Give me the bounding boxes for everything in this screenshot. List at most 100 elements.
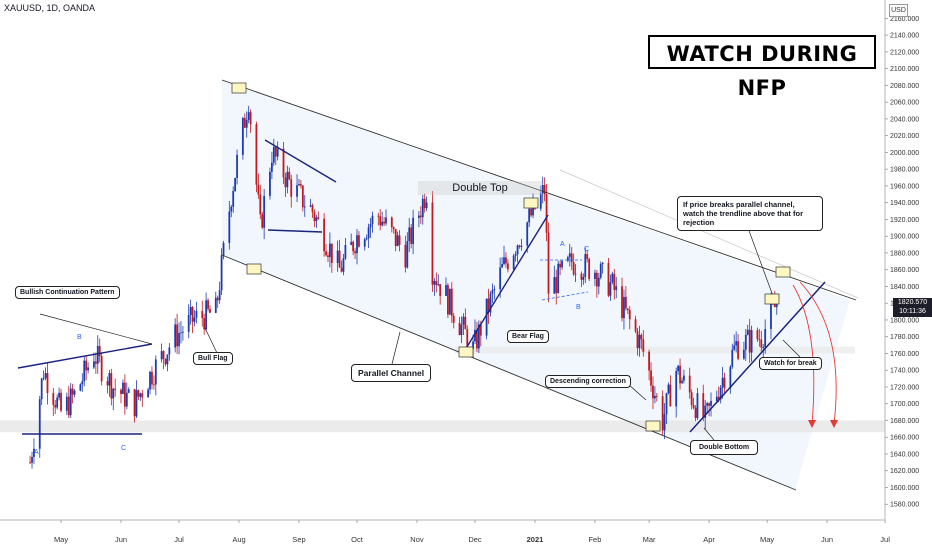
candle-body: [79, 384, 82, 391]
pivot-marker: [523, 197, 539, 209]
currency-label[interactable]: USD: [889, 4, 908, 17]
candle-body: [437, 284, 440, 286]
candle-body: [607, 262, 610, 296]
candle-body: [323, 218, 326, 252]
price-tick-label: 1940.000: [890, 200, 919, 207]
annotation-double-bottom: Double Bottom: [690, 440, 759, 455]
candle-body: [247, 112, 250, 120]
price-tick-label: 1900.000: [890, 234, 919, 241]
candle-body: [329, 243, 331, 257]
candle-body: [514, 254, 517, 256]
candle-body: [44, 373, 47, 379]
candle-body: [518, 245, 521, 247]
candle-body: [263, 195, 266, 228]
candle-body: [412, 217, 414, 244]
candle-body: [433, 281, 436, 285]
time-tick-label: Dec: [468, 535, 482, 544]
time-tick-label: Apr: [703, 535, 715, 544]
candle-body: [392, 227, 395, 230]
annotation-bull-flag: Bull Flag: [193, 352, 233, 365]
candle-body: [746, 329, 749, 335]
pattern-point-b: B: [77, 334, 82, 341]
time-tick-label: Jul: [174, 535, 184, 544]
candle-body: [284, 177, 287, 188]
candle-body: [586, 254, 589, 259]
candle-body: [367, 227, 370, 239]
candle-body: [85, 360, 88, 371]
candle-body: [33, 448, 35, 457]
candle-body: [160, 351, 163, 360]
candle-body: [663, 414, 666, 431]
candle-body: [182, 331, 184, 333]
candle-body: [688, 375, 691, 393]
candle-body: [491, 290, 494, 294]
candle-body: [638, 334, 641, 349]
candle-body: [122, 382, 124, 394]
candle-body: [180, 332, 182, 334]
annotation-watch-for-break: Watch for break: [759, 357, 822, 370]
price-tick-label: 2060.000: [890, 100, 919, 107]
candle-body: [404, 244, 407, 268]
candle-body: [385, 217, 387, 224]
candle-body: [135, 390, 138, 417]
candle-body: [379, 216, 382, 226]
candle-body: [301, 185, 304, 208]
candle-body: [597, 277, 600, 287]
candle-body: [594, 272, 596, 279]
price-tick-label: 1740.000: [890, 368, 919, 375]
candle-body: [236, 154, 238, 178]
candle-body: [178, 333, 180, 347]
pivot-marker: [764, 293, 780, 305]
candle-body: [696, 393, 699, 419]
candle-body: [65, 396, 68, 411]
candle-body: [112, 388, 115, 399]
candle-body: [344, 244, 347, 259]
candle-body: [358, 235, 360, 247]
pivot-marker: [231, 82, 247, 94]
price-tick-label: 1860.000: [890, 267, 919, 274]
candle-body: [485, 298, 488, 336]
candle-body: [383, 221, 385, 224]
candle-body: [708, 403, 710, 406]
candle-body: [528, 208, 531, 223]
candle-body: [176, 324, 178, 347]
candle-body: [133, 389, 136, 417]
annotation-bullish-continuation: Bullish Continuation Pattern: [15, 286, 120, 299]
candle-body: [621, 286, 623, 319]
candle-body: [303, 206, 306, 208]
candle-body: [681, 380, 683, 384]
price-tick-label: 2040.000: [890, 116, 919, 123]
candle-body: [29, 462, 31, 464]
price-tick-label: 1980.000: [890, 167, 919, 174]
candle-body: [669, 384, 672, 407]
candle-body: [503, 257, 505, 265]
candle-body: [489, 293, 492, 313]
candle-body: [582, 276, 585, 280]
candle-body: [609, 282, 612, 296]
candle-body: [54, 404, 57, 408]
candle-body: [81, 381, 84, 385]
candle-body: [230, 206, 233, 212]
candle-body: [611, 273, 614, 283]
candle-body: [493, 289, 496, 291]
annotation-bear-flag: Bear Flag: [507, 330, 549, 343]
pivot-marker: [645, 420, 661, 432]
time-tick-label: May: [760, 535, 774, 544]
price-tick-label: 1840.000: [890, 284, 919, 291]
candle-body: [499, 267, 502, 290]
candle-body: [315, 217, 318, 222]
candle-body: [505, 257, 507, 264]
candle-body: [472, 341, 474, 350]
time-tick-label: Nov: [410, 535, 424, 544]
candle-body: [73, 390, 76, 395]
candle-body: [330, 243, 333, 263]
candle-body: [648, 351, 650, 371]
callout-pointer-watch: [782, 339, 801, 358]
candle-body: [313, 212, 316, 222]
channel-fill: [222, 80, 850, 490]
bear-flag-bottom-line: [541, 291, 589, 301]
candle-body: [756, 330, 759, 340]
price-tick-label: 2000.000: [890, 150, 919, 157]
